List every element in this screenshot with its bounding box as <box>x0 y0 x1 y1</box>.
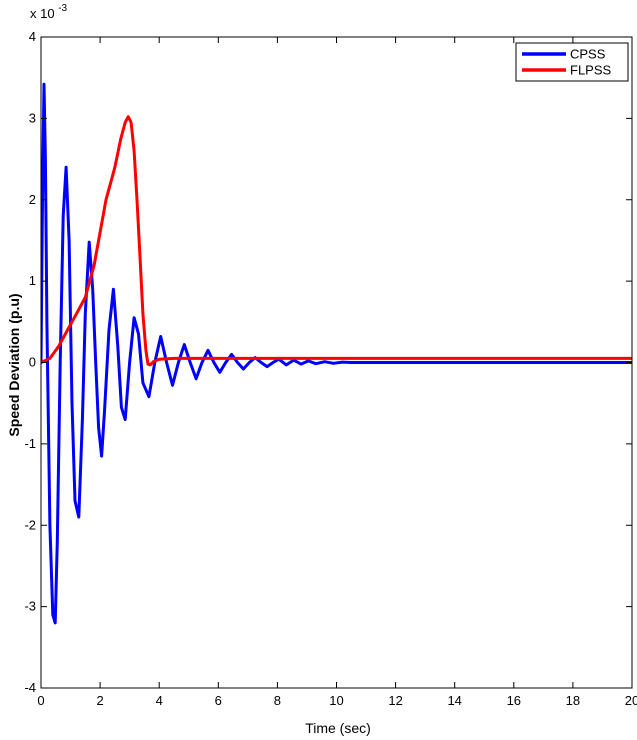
x-tick-label: 12 <box>388 693 402 708</box>
y-axis-label: Speed Deviation (p.u) <box>6 293 22 436</box>
series-line-cpss <box>41 82 632 625</box>
legend-label-cpss: CPSS <box>570 47 606 62</box>
series-line-flpss <box>41 115 632 367</box>
x-axis-label: Time (sec) <box>305 720 371 736</box>
y-tick-label: -1 <box>24 436 36 451</box>
x-tick-label: 10 <box>329 693 343 708</box>
y-multiplier-exponent: -3 <box>58 3 67 14</box>
y-tick-label: 0 <box>29 355 36 370</box>
x-tick-label: 16 <box>507 693 521 708</box>
x-tick-label: 0 <box>37 693 44 708</box>
y-multiplier-base: x 10 <box>30 6 55 21</box>
y-tick-label: 2 <box>29 192 36 207</box>
x-tick-label: 14 <box>447 693 461 708</box>
x-tick-label: 8 <box>274 693 281 708</box>
y-tick-label: -3 <box>24 599 36 614</box>
y-tick-label: 3 <box>29 110 36 125</box>
y-tick-label: 1 <box>29 273 36 288</box>
x-tick-label: 2 <box>96 693 103 708</box>
legend-box <box>515 42 629 82</box>
legend-label-flpss: FLPSS <box>570 63 612 78</box>
y-tick-label: -2 <box>24 517 36 532</box>
x-tick-label: 20 <box>625 693 637 708</box>
y-tick-label: -4 <box>24 680 36 695</box>
y-tick-label: 4 <box>29 29 36 44</box>
plot-area <box>41 82 632 625</box>
x-tick-label: 18 <box>566 693 580 708</box>
x-tick-label: 4 <box>156 693 163 708</box>
y-axis-multiplier: x 10 -3 <box>30 3 68 21</box>
x-tick-label: 6 <box>215 693 222 708</box>
